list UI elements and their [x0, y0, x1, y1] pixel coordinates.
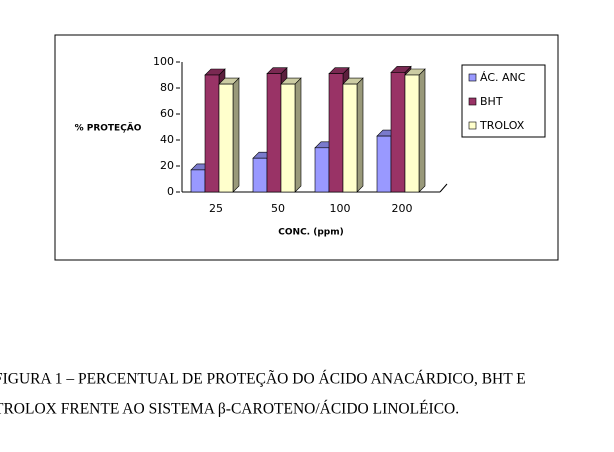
- bar: [280, 83, 296, 193]
- legend-swatch: [468, 73, 477, 82]
- bar: [328, 73, 344, 193]
- y-tick-label: 80: [160, 81, 174, 94]
- legend-label: TROLOX: [479, 119, 525, 132]
- bar: [342, 83, 358, 193]
- x-tick-label: 100: [330, 202, 351, 215]
- legend-swatch: [468, 97, 477, 106]
- legend-label: ÁC. ANC: [480, 71, 526, 84]
- bar: [266, 73, 282, 193]
- y-tick-label: 60: [160, 107, 174, 120]
- bar: [218, 83, 234, 193]
- y-tick-label: 40: [160, 133, 174, 146]
- y-tick-label: 20: [160, 159, 174, 172]
- x-tick-label: 200: [392, 202, 413, 215]
- legend-label: BHT: [480, 95, 503, 108]
- x-axis-label: CONC. (ppm): [278, 228, 343, 238]
- bar-side: [294, 77, 302, 193]
- y-tick-label: 0: [167, 185, 174, 198]
- bar: [190, 169, 206, 193]
- bar-side: [418, 68, 426, 193]
- caption-line: FIGURA 1 – PERCENTUAL DE PROTEÇÃO DO ÁCI…: [0, 371, 526, 388]
- bar: [252, 157, 268, 193]
- x-tick-label: 25: [209, 202, 223, 215]
- bar: [204, 74, 220, 193]
- bar: [314, 147, 330, 193]
- legend-swatch: [468, 121, 477, 130]
- bar: [404, 74, 420, 193]
- x-tick-label: 50: [271, 202, 285, 215]
- y-axis-label: % PROTEÇÃO: [75, 123, 142, 134]
- y-tick-label: 100: [153, 55, 174, 68]
- bar: [376, 135, 392, 193]
- floor-edge: [439, 183, 448, 193]
- bar: [390, 72, 406, 193]
- bar-side: [356, 77, 364, 193]
- bar-side: [232, 77, 240, 193]
- caption-line: TROLOX FRENTE AO SISTEMA β-CAROTENO/ÁCID…: [0, 401, 459, 418]
